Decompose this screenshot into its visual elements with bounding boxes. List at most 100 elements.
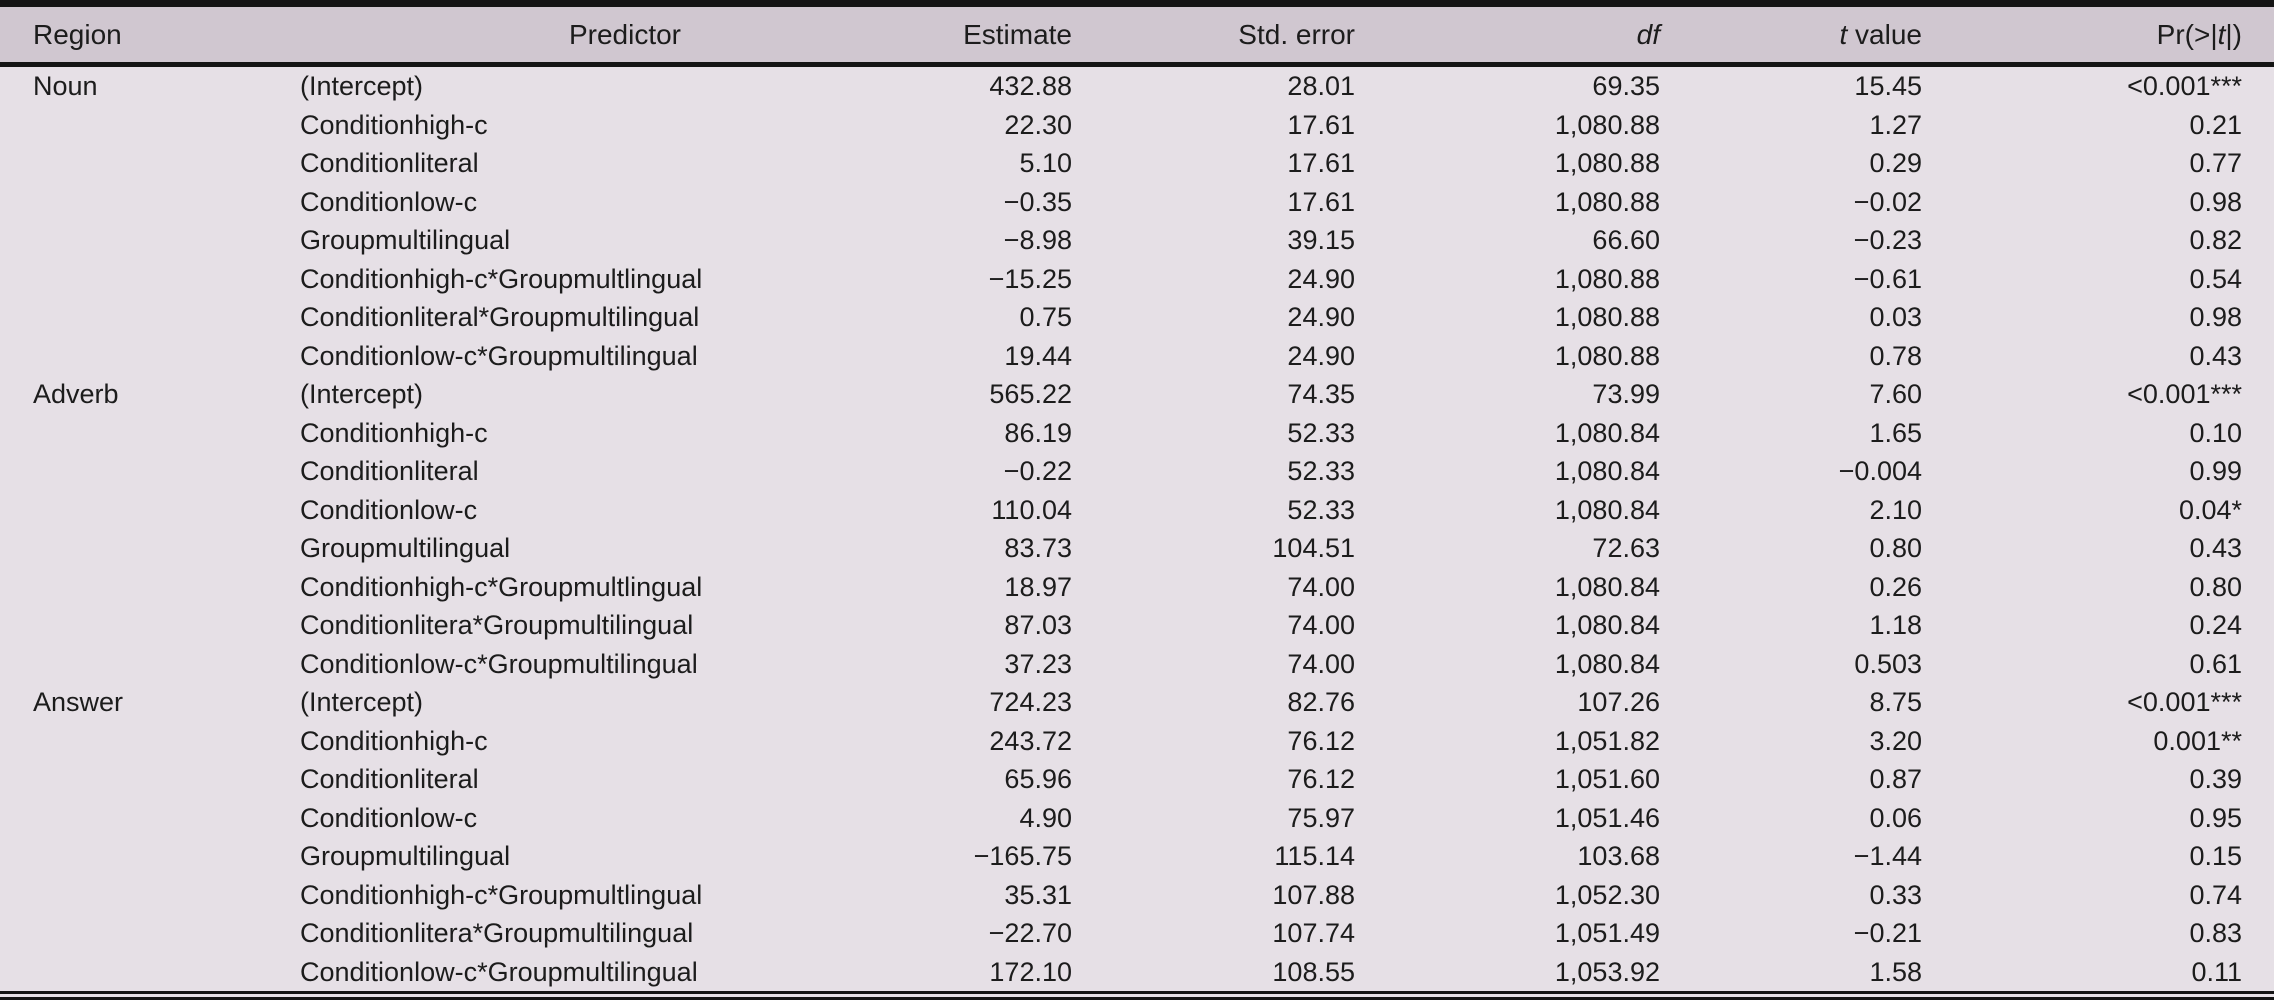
cell-df: 1,051.46: [1355, 798, 1660, 837]
cell-std-error: 17.61: [1072, 144, 1355, 183]
cell-estimate: 65.96: [950, 760, 1072, 799]
cell-estimate: −165.75: [950, 837, 1072, 876]
cell-std-error: 17.61: [1072, 105, 1355, 144]
cell-std-error: 39.15: [1072, 221, 1355, 260]
table-row: Conditionhigh-c*Groupmultlingual 18.97 7…: [0, 567, 2274, 606]
cell-std-error: 75.97: [1072, 798, 1355, 837]
cell-df: 66.60: [1355, 221, 1660, 260]
cell-df: 1,080.84: [1355, 606, 1660, 645]
cell-p-value: 0.80: [1922, 567, 2274, 606]
cell-region: [0, 336, 300, 375]
cell-predictor: Conditionliteral: [300, 760, 950, 799]
cell-region: [0, 760, 300, 799]
cell-predictor: Groupmultilingual: [300, 837, 950, 876]
cell-p-value: 0.24: [1922, 606, 2274, 645]
cell-t-value: 2.10: [1660, 490, 1922, 529]
cell-p-value: 0.77: [1922, 144, 2274, 183]
cell-estimate: 565.22: [950, 375, 1072, 414]
cell-predictor: Groupmultilingual: [300, 529, 950, 568]
header-p-italic: t: [2217, 18, 2226, 50]
cell-t-value: 0.503: [1660, 644, 1922, 683]
cell-region: [0, 182, 300, 221]
cell-predictor: Conditionlow-c: [300, 798, 950, 837]
cell-p-value: 0.98: [1922, 182, 2274, 221]
cell-region: [0, 105, 300, 144]
cell-std-error: 76.12: [1072, 760, 1355, 799]
cell-std-error: 76.12: [1072, 721, 1355, 760]
cell-predictor: Conditionlow-c*Groupmultilingual: [300, 644, 950, 683]
cell-predictor: Conditionliteral: [300, 144, 950, 183]
cell-std-error: 74.00: [1072, 606, 1355, 645]
cell-t-value: −0.02: [1660, 182, 1922, 221]
table-row: Conditionlow-c*Groupmultilingual 19.44 2…: [0, 336, 2274, 375]
table-row: Conditionlitera*Groupmultilingual 87.03 …: [0, 606, 2274, 645]
header-std-error: Std. error: [1072, 7, 1355, 67]
cell-df: 1,052.30: [1355, 875, 1660, 914]
cell-region: [0, 837, 300, 876]
table-row: Conditionlitera*Groupmultilingual −22.70…: [0, 914, 2274, 953]
table-row: Conditionlow-c −0.35 17.61 1,080.88 −0.0…: [0, 182, 2274, 221]
cell-predictor: Groupmultilingual: [300, 221, 950, 260]
header-p-post: |): [2225, 18, 2242, 50]
cell-region: Answer: [0, 683, 300, 722]
cell-estimate: 86.19: [950, 413, 1072, 452]
cell-region: [0, 298, 300, 337]
table-row: Adverb (Intercept) 565.22 74.35 73.99 7.…: [0, 375, 2274, 414]
cell-t-value: 0.78: [1660, 336, 1922, 375]
cell-region: [0, 644, 300, 683]
cell-p-value: 0.43: [1922, 529, 2274, 568]
cell-df: 1,080.84: [1355, 413, 1660, 452]
cell-p-value: 0.74: [1922, 875, 2274, 914]
cell-std-error: 108.55: [1072, 952, 1355, 991]
cell-region: [0, 952, 300, 991]
cell-estimate: 724.23: [950, 683, 1072, 722]
cell-p-value: 0.61: [1922, 644, 2274, 683]
table-row: Answer (Intercept) 724.23 82.76 107.26 8…: [0, 683, 2274, 722]
cell-std-error: 74.35: [1072, 375, 1355, 414]
cell-df: 1,051.49: [1355, 914, 1660, 953]
cell-predictor: Conditionlitera*Groupmultilingual: [300, 606, 950, 645]
header-t-italic: t: [1839, 18, 1848, 50]
cell-df: 1,080.88: [1355, 182, 1660, 221]
header-predictor: Predictor: [300, 7, 950, 67]
cell-std-error: 52.33: [1072, 413, 1355, 452]
cell-std-error: 17.61: [1072, 182, 1355, 221]
table-row: Conditionlow-c*Groupmultilingual 37.23 7…: [0, 644, 2274, 683]
header-p-value: Pr(>|t|): [1922, 7, 2274, 67]
cell-estimate: −0.22: [950, 452, 1072, 491]
cell-estimate: 18.97: [950, 567, 1072, 606]
table-body: Noun (Intercept) 432.88 28.01 69.35 15.4…: [0, 64, 2274, 991]
table-row: Noun (Intercept) 432.88 28.01 69.35 15.4…: [0, 64, 2274, 106]
header-t-rest: value: [1847, 18, 1922, 50]
cell-t-value: −1.44: [1660, 837, 1922, 876]
cell-predictor: Conditionhigh-c*Groupmultlingual: [300, 875, 950, 914]
cell-region: [0, 606, 300, 645]
cell-t-value: 1.18: [1660, 606, 1922, 645]
cell-predictor: (Intercept): [300, 375, 950, 414]
cell-predictor: Conditionlitera*Groupmultilingual: [300, 914, 950, 953]
cell-std-error: 74.00: [1072, 644, 1355, 683]
cell-t-value: 0.80: [1660, 529, 1922, 568]
cell-region: [0, 875, 300, 914]
cell-estimate: 243.72: [950, 721, 1072, 760]
cell-t-value: 0.26: [1660, 567, 1922, 606]
cell-t-value: 1.58: [1660, 952, 1922, 991]
cell-p-value: 0.98: [1922, 298, 2274, 337]
cell-df: 73.99: [1355, 375, 1660, 414]
cell-p-value: 0.001**: [1922, 721, 2274, 760]
cell-estimate: −0.35: [950, 182, 1072, 221]
cell-t-value: 3.20: [1660, 721, 1922, 760]
cell-p-value: 0.11: [1922, 952, 2274, 991]
cell-t-value: 7.60: [1660, 375, 1922, 414]
cell-p-value: 0.54: [1922, 259, 2274, 298]
cell-region: [0, 490, 300, 529]
cell-t-value: −0.23: [1660, 221, 1922, 260]
cell-p-value: 0.04*: [1922, 490, 2274, 529]
cell-df: 1,080.84: [1355, 644, 1660, 683]
cell-predictor: Conditionlow-c*Groupmultilingual: [300, 952, 950, 991]
cell-estimate: −22.70: [950, 914, 1072, 953]
cell-df: 1,080.88: [1355, 105, 1660, 144]
cell-t-value: −0.61: [1660, 259, 1922, 298]
cell-df: 1,051.82: [1355, 721, 1660, 760]
table-top-rule: [0, 0, 2274, 7]
